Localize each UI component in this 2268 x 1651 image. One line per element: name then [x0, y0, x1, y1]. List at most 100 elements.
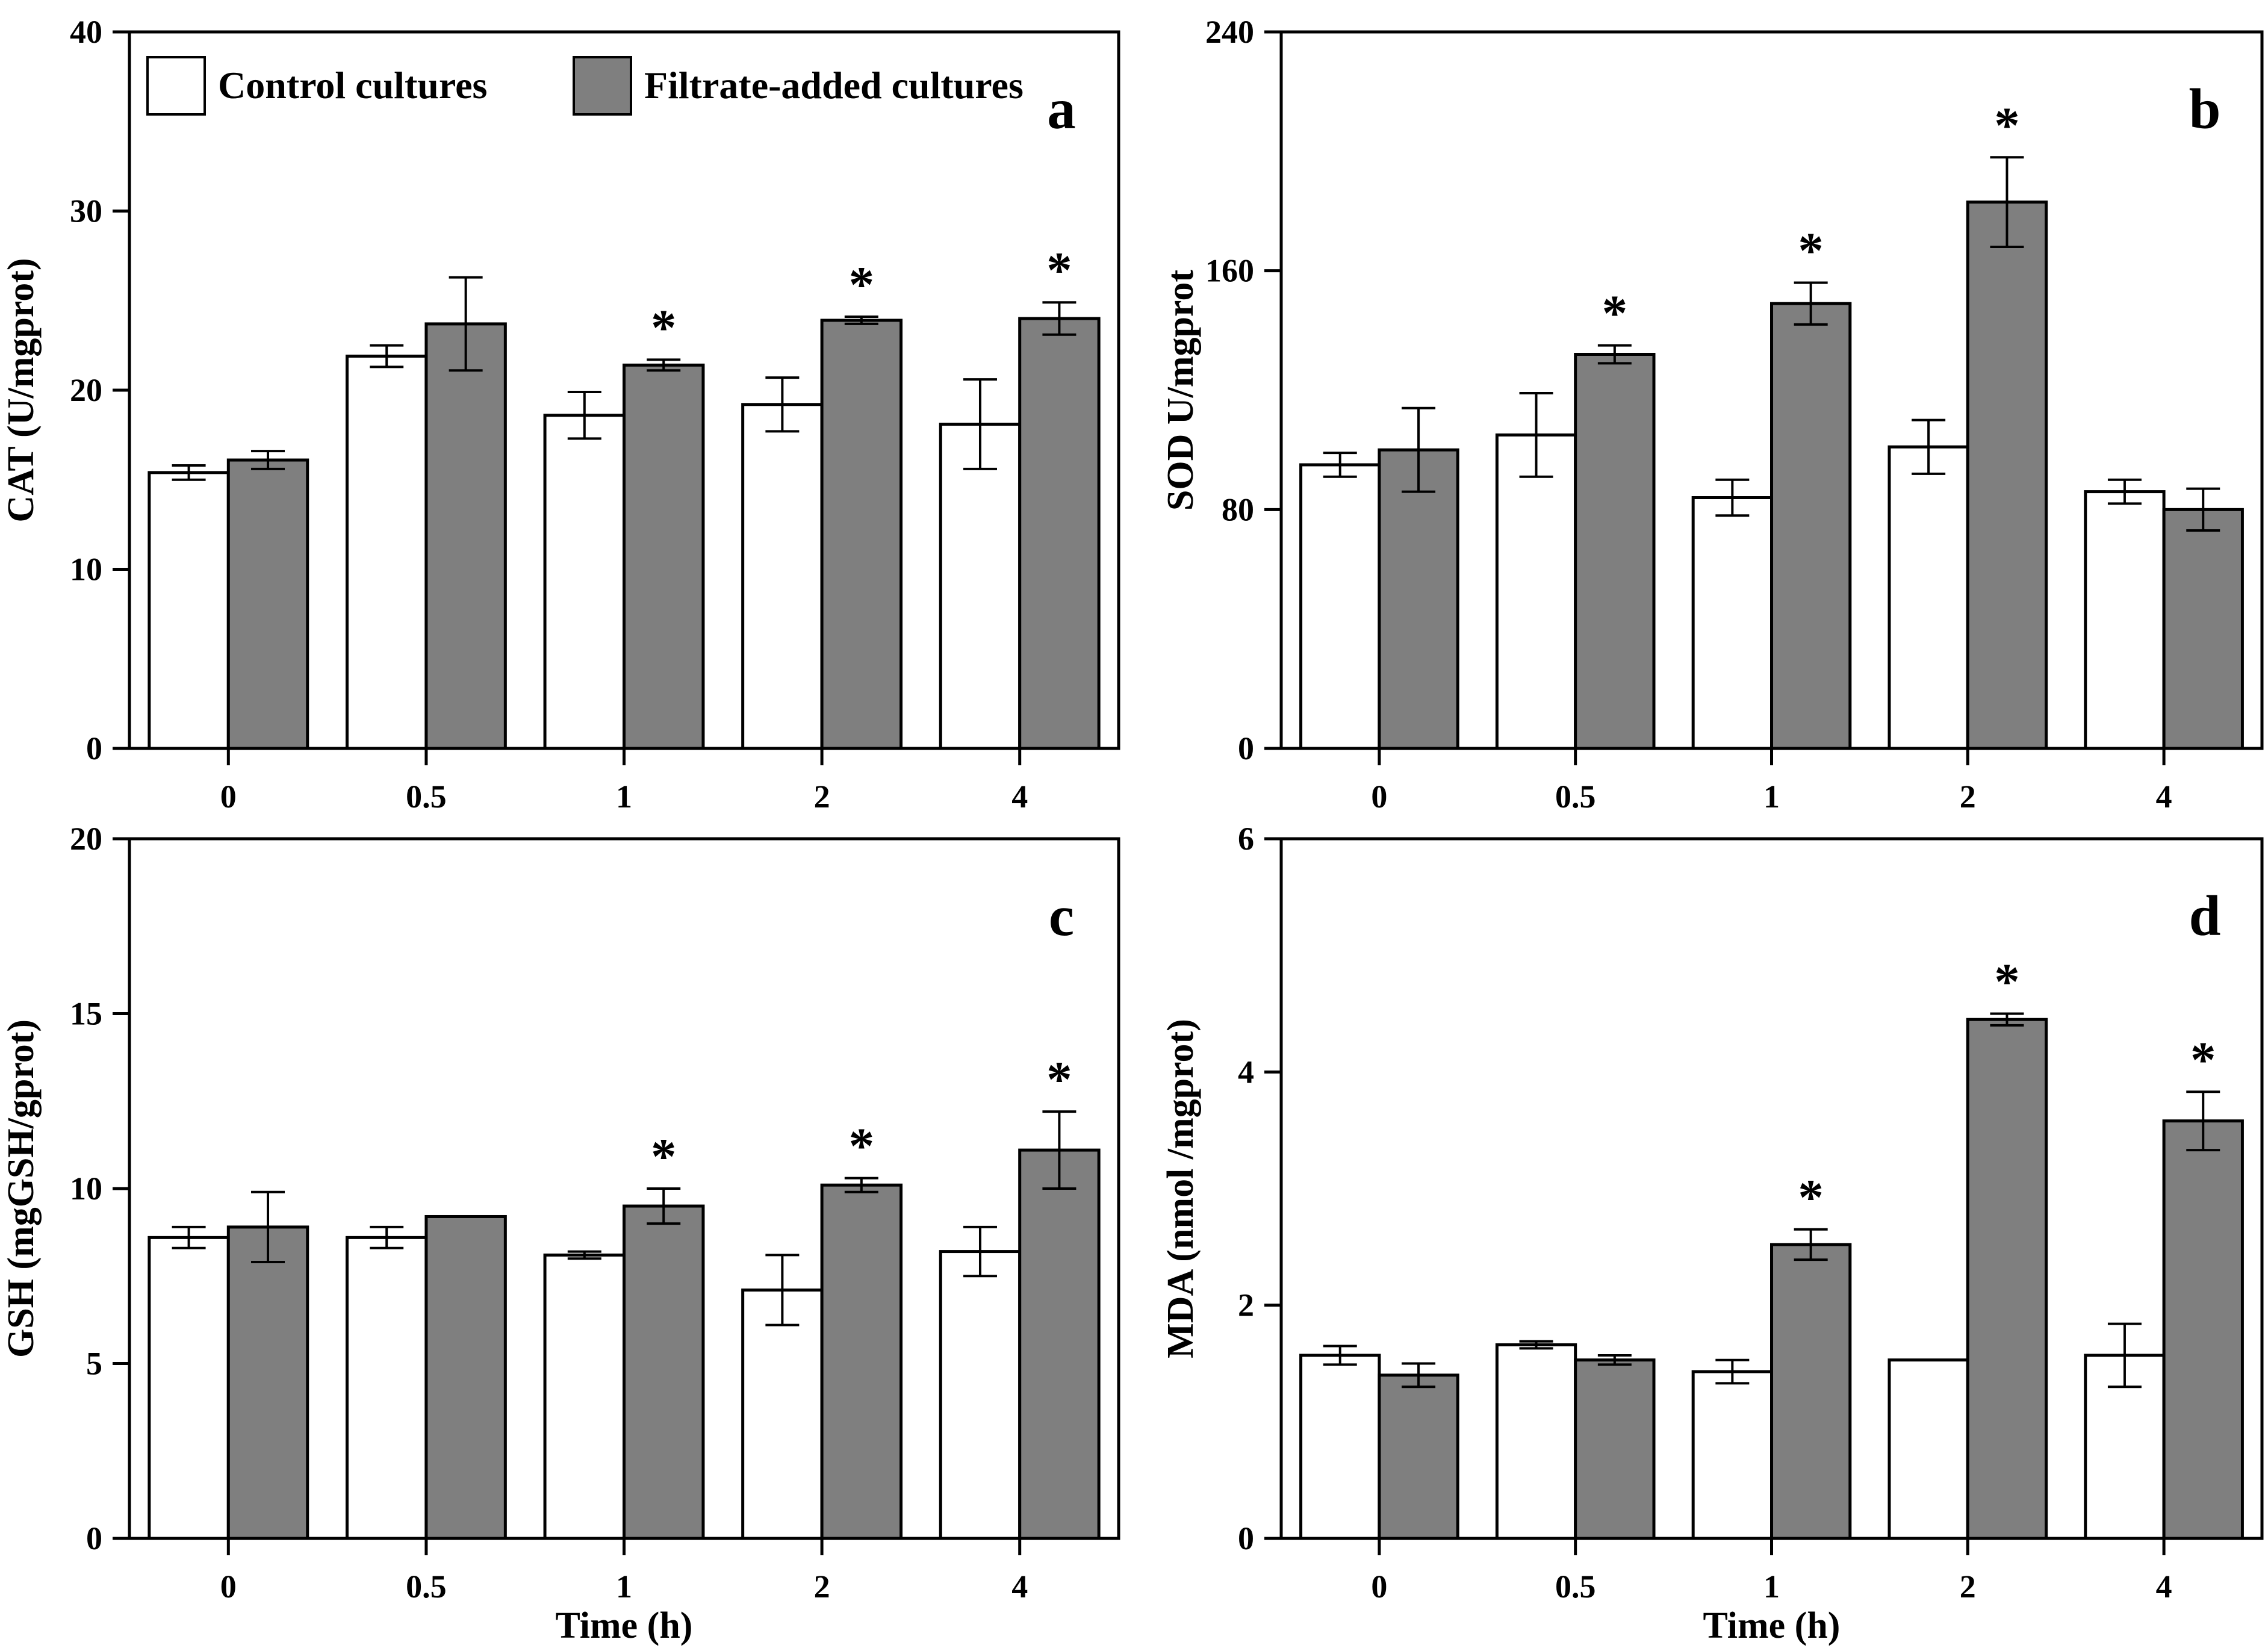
bar-filtrate-2: [1966, 1018, 2048, 1540]
bar-control-2: [741, 1288, 824, 1540]
x-tick-label: 0: [220, 1569, 237, 1605]
bar-control-1: [1691, 1370, 1773, 1540]
panel-a-chart: 0 10 20 30 40 0 0.5 1 * 2 * 4 * CAT (U/mgprot) a Contro…: [1, 14, 1120, 815]
bar-control-4: [939, 423, 1022, 750]
y-tick-label: 20: [70, 826, 102, 857]
panel-letter: d: [2189, 884, 2221, 948]
y-tick-label: 30: [70, 193, 102, 229]
x-tick-label: 1: [1763, 779, 1780, 815]
significance-asterisk: *: [1602, 285, 1628, 342]
x-tick-label: 1: [1763, 1569, 1780, 1605]
bar-filtrate-4: [2162, 508, 2244, 750]
x-tick-label: 2: [814, 1569, 830, 1605]
bar-control-0.5: [345, 354, 428, 750]
bar-filtrate-0: [1378, 448, 1459, 750]
bar-filtrate-4: [1018, 317, 1101, 750]
y-tick-label: 6: [1238, 826, 1254, 857]
bar-filtrate-1: [623, 363, 705, 750]
significance-asterisk: *: [849, 257, 875, 313]
legend-label-0: Control cultures: [218, 64, 487, 107]
bar-control-2: [741, 403, 824, 750]
bar-control-0.5: [345, 1236, 428, 1540]
bar-filtrate-0.5: [424, 322, 507, 750]
x-tick-label: 1: [616, 779, 632, 815]
panel-letter: b: [2189, 77, 2221, 141]
bar-filtrate-4: [1018, 1148, 1101, 1540]
bar-control-0.5: [1495, 1343, 1577, 1540]
y-axis-title: MDA (nmol /mgprot): [1160, 1019, 1201, 1358]
x-tick-label: 0.5: [1555, 779, 1596, 815]
x-tick-label: 2: [1960, 779, 1976, 815]
x-tick-label: 2: [1960, 1569, 1976, 1605]
bar-control-0: [1299, 1354, 1381, 1540]
bar-filtrate-0.5: [1574, 353, 1656, 750]
bar-filtrate-1: [1770, 1243, 1852, 1540]
y-axis-title: SOD U/mgprot: [1160, 270, 1201, 511]
significance-asterisk: *: [1994, 97, 2020, 154]
x-axis-title: Time (h): [1703, 1605, 1841, 1646]
y-axis-title: CAT (U/mgprot): [1, 258, 42, 522]
legend-swatch-1: [573, 56, 632, 116]
significance-asterisk: *: [1994, 954, 2020, 1010]
bar-filtrate-2: [1966, 201, 2048, 750]
bar-control-2: [1887, 1358, 1969, 1540]
significance-asterisk: *: [651, 1128, 677, 1185]
x-tick-label: 0.5: [406, 1569, 447, 1605]
x-tick-label: 0.5: [406, 779, 447, 815]
x-tick-label: 4: [1011, 1569, 1028, 1605]
bar-filtrate-1: [1770, 302, 1852, 750]
y-tick-label: 0: [1238, 730, 1254, 766]
bar-control-2: [1887, 445, 1969, 750]
x-tick-label: 4: [1011, 779, 1028, 815]
significance-asterisk: *: [2190, 1031, 2216, 1088]
y-tick-label: 0: [86, 730, 102, 766]
legend-label-1: Filtrate-added cultures: [644, 64, 1024, 107]
bar-control-4: [2084, 490, 2166, 750]
significance-asterisk: *: [1046, 242, 1072, 299]
bar-control-4: [939, 1250, 1022, 1540]
y-tick-label: 40: [70, 14, 102, 50]
y-tick-label: 10: [70, 1171, 102, 1207]
bar-filtrate-0: [1378, 1373, 1459, 1540]
y-tick-label: 15: [70, 996, 102, 1032]
bar-filtrate-2: [820, 1183, 903, 1540]
panel-letter: c: [1049, 884, 1074, 948]
significance-asterisk: *: [651, 299, 677, 356]
x-tick-label: 1: [616, 1569, 632, 1605]
bar-filtrate-0.5: [1574, 1358, 1656, 1540]
legend-swatch-0: [146, 56, 206, 116]
x-tick-label: 0.5: [1555, 1569, 1596, 1605]
bar-control-0.5: [1495, 433, 1577, 750]
panel-c-chart: 0 5 10 15 20 0 0.5 1 * 2 * 4 * GSH (mgGSH/gprot) Time …: [1, 826, 1120, 1646]
bar-control-0: [1299, 463, 1381, 750]
bar-control-1: [1691, 496, 1773, 750]
x-axis-title: Time (h): [556, 1605, 693, 1646]
x-tick-label: 0: [1371, 779, 1387, 815]
bar-control-0: [148, 471, 230, 750]
x-tick-label: 2: [814, 779, 830, 815]
panel-b-chart: 0 80 160 240 0 0.5 * 1 * 2 * 4 SOD U/mgprot b: [1160, 14, 2264, 815]
y-tick-label: 160: [1205, 253, 1254, 289]
y-tick-label: 80: [1222, 491, 1254, 527]
significance-asterisk: *: [1046, 1051, 1072, 1108]
significance-asterisk: *: [1798, 223, 1824, 279]
bar-filtrate-4: [2162, 1119, 2244, 1540]
bar-control-0: [148, 1236, 230, 1540]
y-tick-label: 5: [86, 1346, 102, 1382]
y-tick-label: 0: [86, 1520, 102, 1556]
bar-filtrate-0.5: [424, 1214, 507, 1540]
y-tick-label: 20: [70, 372, 102, 408]
y-tick-label: 0: [1238, 1520, 1254, 1556]
y-axis-title: GSH (mgGSH/gprot): [1, 1019, 42, 1358]
panel-d-chart: 0 2 4 6 0 0.5 1 * 2 * 4 * MDA (nmol /mgprot) Time (h)…: [1160, 826, 2264, 1646]
y-tick-label: 2: [1238, 1287, 1254, 1323]
bar-filtrate-0: [226, 458, 309, 750]
bar-control-1: [543, 1253, 626, 1540]
y-tick-label: 10: [70, 552, 102, 588]
y-tick-label: 4: [1238, 1054, 1254, 1090]
x-tick-label: 4: [2156, 779, 2172, 815]
bar-control-1: [543, 414, 626, 750]
x-tick-label: 0: [220, 779, 237, 815]
bar-filtrate-0: [226, 1225, 309, 1540]
